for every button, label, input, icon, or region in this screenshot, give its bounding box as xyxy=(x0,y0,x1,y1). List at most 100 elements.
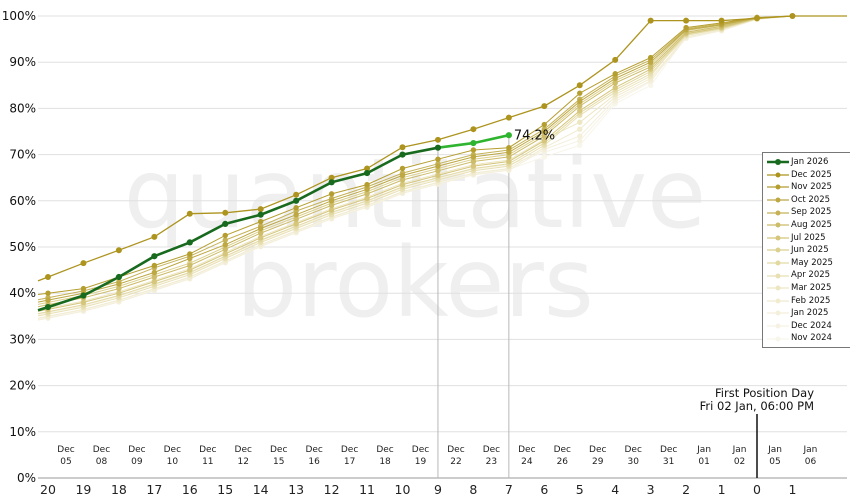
legend-label: May 2025 xyxy=(791,257,833,268)
svg-text:Dec: Dec xyxy=(483,445,500,455)
svg-text:9: 9 xyxy=(434,482,442,497)
watermark-line2: brokers xyxy=(236,227,594,340)
legend-label: Jun 2025 xyxy=(791,245,829,256)
svg-text:74.2%: 74.2% xyxy=(514,129,555,144)
svg-text:First Position Day: First Position Day xyxy=(715,386,814,400)
svg-text:Dec: Dec xyxy=(624,445,641,455)
svg-text:30%: 30% xyxy=(9,332,36,346)
svg-text:15: 15 xyxy=(273,457,284,467)
svg-text:Dec: Dec xyxy=(93,445,110,455)
svg-text:80%: 80% xyxy=(9,101,36,115)
svg-text:14: 14 xyxy=(253,482,269,497)
legend-item-feb-2025: Feb 2025 xyxy=(765,295,850,308)
svg-text:17: 17 xyxy=(146,482,162,497)
legend-item-dec-2024: Dec 2024 xyxy=(765,320,850,333)
svg-text:23: 23 xyxy=(486,457,497,467)
svg-text:24: 24 xyxy=(521,457,533,467)
legend-marker xyxy=(767,260,789,266)
svg-text:10%: 10% xyxy=(9,425,36,439)
svg-text:20%: 20% xyxy=(9,379,36,393)
legend-label: Mar 2025 xyxy=(791,282,832,293)
svg-text:6: 6 xyxy=(540,482,548,497)
svg-text:19: 19 xyxy=(415,457,427,467)
svg-text:08: 08 xyxy=(96,457,108,467)
legend-label: Feb 2025 xyxy=(791,295,831,306)
legend-marker xyxy=(767,172,789,178)
legend-label: Jul 2025 xyxy=(791,232,826,243)
legend-marker xyxy=(767,247,789,253)
legend-item-dec-2025: Dec 2025 xyxy=(765,169,850,182)
legend-label: Jan 2026 xyxy=(791,157,829,168)
svg-text:Dec: Dec xyxy=(57,445,74,455)
svg-text:40%: 40% xyxy=(9,286,36,300)
svg-text:Jan: Jan xyxy=(767,445,782,455)
svg-text:05: 05 xyxy=(60,457,71,467)
legend-item-apr-2025: Apr 2025 xyxy=(765,269,850,282)
svg-text:60%: 60% xyxy=(9,194,36,208)
legend-label: Jan 2025 xyxy=(791,308,829,319)
svg-text:Dec: Dec xyxy=(660,445,677,455)
legend: Jan 2026 Dec 2025 Nov 2025 Oct 2025 Sep 2025… xyxy=(762,152,850,348)
svg-text:10: 10 xyxy=(395,482,411,497)
svg-text:Dec: Dec xyxy=(447,445,464,455)
svg-text:11: 11 xyxy=(202,457,213,467)
legend-label: Sep 2025 xyxy=(791,207,832,218)
svg-text:Dec: Dec xyxy=(270,445,287,455)
svg-text:19: 19 xyxy=(75,482,91,497)
svg-text:31: 31 xyxy=(663,457,674,467)
svg-text:09: 09 xyxy=(131,457,143,467)
legend-item-nov-2024: Nov 2024 xyxy=(765,332,850,345)
svg-text:12: 12 xyxy=(238,457,249,467)
legend-marker xyxy=(767,285,789,291)
legend-marker xyxy=(767,222,789,228)
svg-text:Dec: Dec xyxy=(164,445,181,455)
svg-text:100%: 100% xyxy=(2,9,36,23)
legend-label: Apr 2025 xyxy=(791,270,831,281)
svg-text:3: 3 xyxy=(647,482,655,497)
legend-marker xyxy=(767,323,789,329)
legend-marker xyxy=(767,210,789,216)
legend-label: Dec 2024 xyxy=(791,320,832,331)
legend-marker xyxy=(767,235,789,241)
svg-text:Fri 02 Jan, 06:00 PM: Fri 02 Jan, 06:00 PM xyxy=(700,399,814,413)
svg-text:1: 1 xyxy=(718,482,726,497)
legend-label: Oct 2025 xyxy=(791,194,831,205)
legend-item-jan-2026: Jan 2026 xyxy=(765,156,850,169)
svg-text:Dec: Dec xyxy=(199,445,216,455)
svg-text:4: 4 xyxy=(611,482,619,497)
svg-text:16: 16 xyxy=(308,457,320,467)
svg-text:2: 2 xyxy=(682,482,690,497)
legend-marker xyxy=(767,184,789,190)
svg-text:20: 20 xyxy=(40,482,56,497)
svg-text:1: 1 xyxy=(788,482,796,497)
legend-marker xyxy=(767,159,789,166)
legend-item-mar-2025: Mar 2025 xyxy=(765,282,850,295)
legend-marker xyxy=(767,273,789,279)
svg-text:Dec: Dec xyxy=(376,445,393,455)
legend-marker xyxy=(767,298,789,304)
legend-item-jan-2025: Jan 2025 xyxy=(765,307,850,320)
legend-item-nov-2025: Nov 2025 xyxy=(765,181,850,194)
legend-marker xyxy=(767,336,789,342)
svg-text:Dec: Dec xyxy=(128,445,145,455)
legend-marker xyxy=(767,310,789,316)
svg-text:5: 5 xyxy=(576,482,584,497)
svg-text:0: 0 xyxy=(753,482,761,497)
svg-text:01: 01 xyxy=(698,457,709,467)
svg-text:Dec: Dec xyxy=(235,445,252,455)
svg-text:30: 30 xyxy=(627,457,639,467)
svg-text:12: 12 xyxy=(324,482,340,497)
svg-text:06: 06 xyxy=(805,457,817,467)
svg-text:Dec: Dec xyxy=(589,445,606,455)
svg-text:13: 13 xyxy=(288,482,304,497)
svg-text:0%: 0% xyxy=(17,471,36,485)
svg-text:Dec: Dec xyxy=(341,445,358,455)
svg-text:26: 26 xyxy=(557,457,569,467)
svg-text:17: 17 xyxy=(344,457,355,467)
svg-text:90%: 90% xyxy=(9,55,36,69)
svg-text:7: 7 xyxy=(505,482,513,497)
svg-text:Dec: Dec xyxy=(554,445,571,455)
legend-item-sep-2025: Sep 2025 xyxy=(765,206,850,219)
svg-text:18: 18 xyxy=(379,457,391,467)
